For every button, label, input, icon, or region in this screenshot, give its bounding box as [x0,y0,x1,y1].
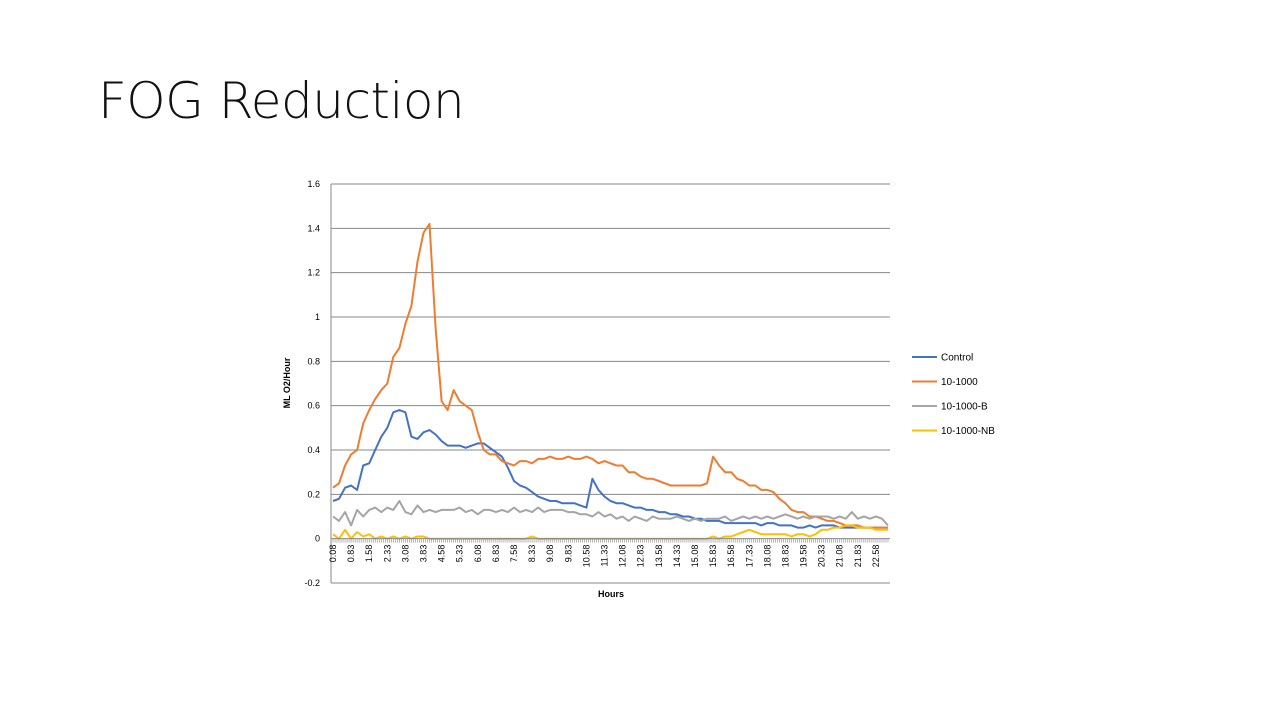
x-tick-label: 13.58 [654,545,664,568]
series-lines [332,222,889,540]
x-tick-label: 8.33 [527,545,537,563]
x-tick-label: 0.08 [328,545,338,563]
series-line-10-1000 [332,222,888,529]
x-tick-label: 9.83 [563,545,573,563]
x-tick-label: 18.08 [762,545,772,568]
x-tick-label: 22.58 [871,545,881,568]
x-tick-label: 17.33 [744,545,754,568]
legend: Control 10-1000 10-1000-B 10-1000-NB [912,353,995,437]
x-tick-label: 16.58 [726,545,736,568]
x-tick-label: 21.83 [853,545,863,568]
x-tick-label: 2.33 [382,545,392,563]
x-tick-label: 20.33 [817,545,827,568]
x-tick-label: 5.33 [455,545,465,563]
x-tick-label: 6.83 [491,545,501,563]
x-tick-label: 3.08 [400,545,410,563]
x-tick-label: 18.83 [780,545,790,568]
y-tick-label: 1.6 [307,179,320,189]
y-tick-label: 0.4 [307,445,320,455]
series-line-10-1000-b [332,500,889,527]
y-tick-label: 0.6 [307,401,320,411]
y-tick-label: 1.4 [307,223,320,233]
x-tick-label: 19.58 [799,545,809,568]
y-axis-title: ML O2/Hour [282,357,292,408]
y-tick-label: -0.2 [304,578,320,588]
x-tick-label: 21.08 [835,545,845,568]
x-tick-label: 15.08 [690,545,700,568]
y-tick-label: 1.2 [307,268,320,278]
page-title: FOG Reduction [98,72,465,130]
y-tick-label: 0.8 [307,356,320,366]
x-tick-label: 0.83 [346,545,356,563]
gridlines [331,183,890,584]
x-tick-label: 14.33 [672,545,682,568]
legend-label: Control [941,353,973,364]
legend-label: 10-1000-B [941,402,988,413]
legend-label: 10-1000 [941,377,978,388]
axes: -0.2 0 0.2 0.4 0.6 0.8 1 1.2 1.4 1.6 0.08 0.83 1.58 2… [304,179,890,588]
y-tick-label: 0.2 [307,489,320,499]
y-tick-label: 0 [315,534,320,544]
x-tick-label: 1.58 [364,545,374,563]
x-tick-label: 12.08 [618,545,628,568]
x-tick-label: 4.58 [437,545,447,563]
x-tick-label: 12.83 [636,545,646,568]
x-tick-label: 15.83 [708,545,718,568]
series-line-control [332,409,888,529]
x-tick-label: 9.08 [545,545,555,563]
y-tick-label: 1 [315,312,320,322]
x-tick-label: 6.08 [473,545,483,563]
x-axis-title: Hours [598,589,624,599]
legend-label: 10-1000-NB [941,426,995,437]
x-tick-label: 3.83 [418,545,428,563]
x-tick-label: 7.58 [509,545,519,563]
x-tick-label: 11.33 [599,545,609,567]
x-tick-label: 10.58 [581,545,591,568]
